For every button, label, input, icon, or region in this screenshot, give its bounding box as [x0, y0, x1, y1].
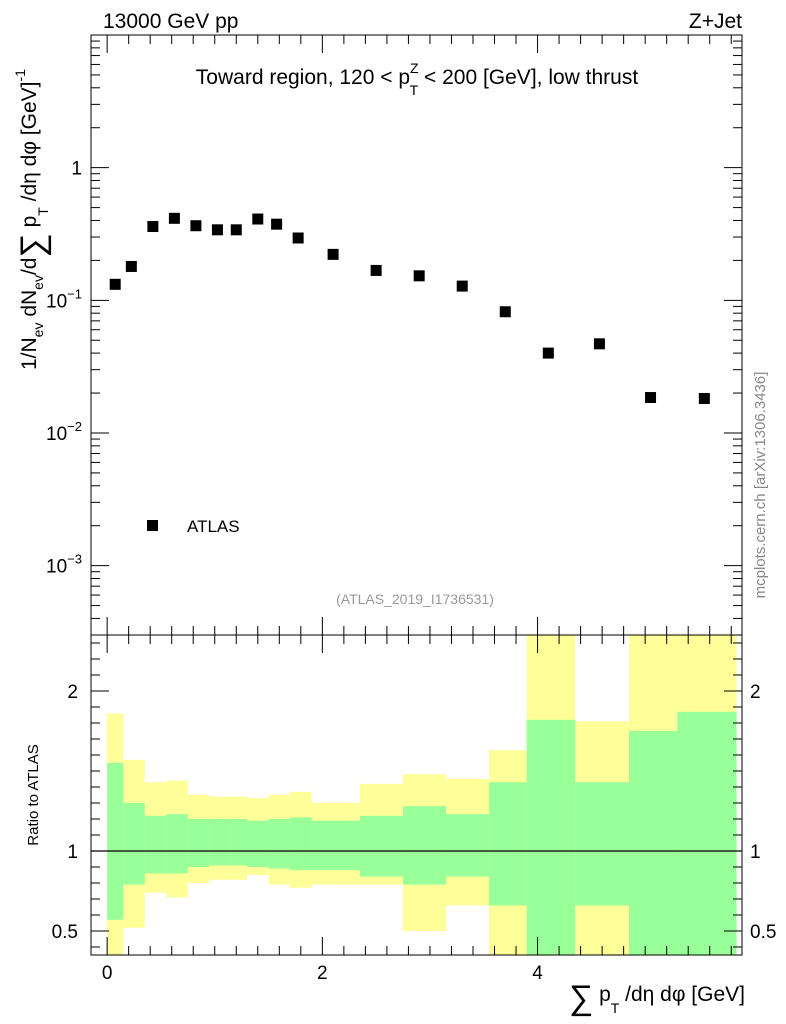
- data-point-atlas: [542, 347, 554, 359]
- x-tick-label: 0: [102, 963, 113, 984]
- data-point-atlas: [327, 248, 339, 260]
- ratio-band-bin: [166, 814, 188, 874]
- x-tick-labels: 0 2 4: [102, 963, 543, 984]
- legend-marker-atlas: [147, 520, 158, 531]
- y-axis-label: 1/Nev dNev/d∑ pT /dη dφ [GeV]-1: [12, 69, 52, 370]
- main-y-tick-label: 10−3: [46, 552, 82, 578]
- data-point-atlas: [698, 392, 710, 404]
- chart-title: Toward region, 120 < pZ T < 200 [GeV], lo…: [196, 60, 639, 98]
- ratio-y-axis-label: Ratio to ATLAS: [25, 744, 42, 845]
- ratio-band-bin: [187, 819, 210, 867]
- x-tick-label: 2: [317, 963, 328, 984]
- ratio-y-tick-labels: 0.5 0.5 1 1 2 2: [52, 682, 777, 943]
- x-axis-label: ∑ pT /dη dφ [GeV]: [569, 979, 745, 1017]
- data-point-atlas: [413, 270, 425, 282]
- data-point-atlas: [292, 232, 304, 244]
- energy-label: 13000 GeV pp: [103, 10, 238, 33]
- ratio-y-tick-label-right: 1: [750, 842, 761, 863]
- data-point-atlas: [147, 221, 159, 233]
- ratio-panel: 0.5 0.5 1 1 2 2 0 2 4 Ratio to ATLAS ∑ pT /dη d…: [25, 634, 777, 1017]
- ratio-band-bin: [209, 819, 231, 866]
- ratio-band-bin: [123, 803, 145, 885]
- data-point-atlas: [499, 306, 511, 318]
- data-point-atlas: [370, 264, 382, 276]
- legend-label-atlas: ATLAS: [187, 517, 240, 536]
- main-y-tick-label: 10−2: [46, 419, 82, 445]
- data-point-atlas: [190, 220, 202, 232]
- ratio-band-bin: [575, 782, 630, 906]
- ratio-y-tick-label-left: 0.5: [52, 922, 78, 943]
- main-y-tick-label: 1: [71, 159, 82, 180]
- ratio-y-tick-label-right: 2: [750, 682, 761, 703]
- main-y-tick-labels: 1 10−1 10−2 10−3: [46, 159, 82, 578]
- ratio-band-bin: [489, 782, 527, 906]
- data-point-atlas: [109, 278, 121, 290]
- ratio-band-bin: [144, 815, 167, 874]
- ratio-band-bin: [629, 731, 678, 955]
- data-point-atlas: [593, 338, 605, 350]
- data-point-atlas: [125, 260, 137, 272]
- ratio-band-bin: [268, 819, 291, 869]
- data-point-atlas: [271, 218, 283, 230]
- data-point-atlas: [211, 224, 223, 236]
- ratio-band-bin: [247, 820, 269, 867]
- ratio-band-bin: [526, 719, 576, 955]
- ratio-bands: [107, 635, 737, 955]
- ratio-y-tick-label-right: 0.5: [750, 922, 776, 943]
- watermark: mcplots.cern.ch [arXiv:1306.3436]: [752, 372, 769, 599]
- ratio-y-tick-label-left: 2: [67, 682, 78, 703]
- data-point-atlas: [168, 212, 180, 224]
- main-axis-ticks: [91, 34, 742, 636]
- ratio-band-bin: [677, 711, 737, 955]
- analysis-id-annotation: (ATLAS_2019_I1736531): [336, 591, 494, 607]
- ratio-band-bin: [290, 817, 312, 871]
- data-point-atlas: [252, 213, 264, 225]
- data-point-atlas: [645, 392, 657, 404]
- main-y-tick-label: 10−1: [46, 286, 82, 312]
- ratio-band-bin: [403, 806, 447, 885]
- ratio-band-bin: [311, 820, 361, 871]
- main-data-markers: [109, 212, 710, 404]
- x-tick-label: 4: [532, 963, 543, 984]
- ratio-band-bin: [230, 819, 248, 866]
- main-panel: 1 10−1 10−2 10−3 Toward region, 120 < pZ T <…: [12, 34, 743, 636]
- ratio-band-bin: [107, 763, 124, 920]
- ratio-band-bin: [360, 815, 404, 877]
- data-point-atlas: [230, 224, 242, 236]
- ratio-frame: [90, 634, 743, 956]
- main-frame: [90, 34, 743, 636]
- ratio-band-bin: [446, 814, 490, 877]
- ratio-axis-ticks: [91, 635, 742, 955]
- ratio-y-tick-label-left: 1: [67, 842, 78, 863]
- data-point-atlas: [456, 280, 468, 292]
- process-label: Z+Jet: [689, 10, 742, 33]
